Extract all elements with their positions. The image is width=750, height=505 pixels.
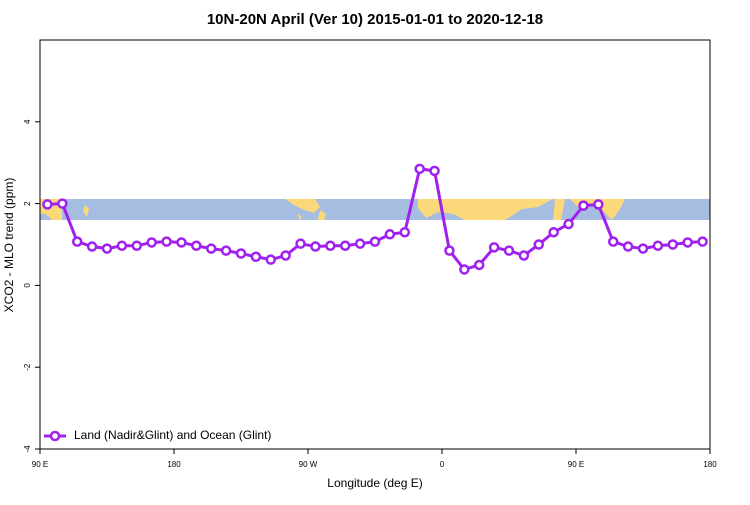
data-point (205, 243, 217, 254)
y-axis-label: XCO2 - MLO trend (ppm) (2, 178, 16, 313)
data-point (250, 251, 262, 263)
data-point (146, 237, 157, 248)
y-tick-label: 0 (23, 283, 32, 288)
x-tick-label: 90 E (568, 460, 584, 469)
data-point (101, 243, 113, 254)
data-point (191, 240, 202, 251)
data-point (607, 236, 619, 247)
data-point (339, 240, 351, 251)
data-point (414, 163, 425, 175)
data-point (71, 236, 83, 247)
data-point (57, 198, 68, 209)
data-point (578, 200, 589, 211)
data-point (637, 243, 649, 254)
x-tick-label: 90 W (299, 460, 318, 469)
data-point (503, 245, 515, 256)
data-point (161, 236, 172, 247)
data-point (131, 240, 143, 251)
data-point (429, 165, 440, 177)
x-tick-label: 0 (440, 460, 445, 469)
x-tick-label: 180 (167, 460, 181, 469)
x-tick-label: 90 E (32, 460, 48, 469)
data-point (310, 241, 321, 252)
data-point (369, 236, 381, 247)
data-point (697, 236, 708, 247)
data-point (459, 264, 470, 275)
y-tick-label: -4 (23, 445, 32, 453)
data-point (518, 250, 530, 261)
y-tick-label: -2 (23, 363, 32, 371)
data-point (533, 239, 545, 250)
data-point (42, 199, 53, 210)
data-point (488, 242, 500, 253)
legend-marker (49, 430, 61, 442)
data-point (176, 237, 187, 248)
data-point (622, 241, 634, 252)
data-point (473, 259, 485, 271)
data-point (220, 245, 232, 256)
chart-title: 10N-20N April (Ver 10) 2015-01-01 to 202… (207, 11, 543, 28)
data-point (354, 238, 366, 249)
data-point (116, 240, 128, 251)
data-point (682, 237, 693, 248)
x-tick-label: 180 (703, 460, 717, 469)
data-point (652, 240, 664, 251)
y-tick-label: 4 (23, 119, 32, 124)
data-point (444, 245, 455, 256)
x-axis-label: Longitude (deg E) (327, 476, 422, 490)
data-point (593, 199, 604, 210)
data-point (667, 239, 679, 250)
data-point (548, 226, 559, 238)
data-point (325, 240, 336, 251)
data-point (86, 241, 98, 252)
legend-label: Land (Nadir&Glint) and Ocean (Glint) (74, 428, 271, 442)
data-point (384, 229, 396, 240)
data-point (265, 254, 277, 265)
plot-frame (39, 39, 711, 450)
data-point (235, 248, 247, 259)
y-tick-label: 2 (23, 201, 32, 206)
data-point (563, 218, 574, 230)
data-point (295, 238, 306, 249)
map-strip (40, 199, 710, 220)
data-point (280, 250, 291, 261)
data-point (399, 226, 411, 238)
